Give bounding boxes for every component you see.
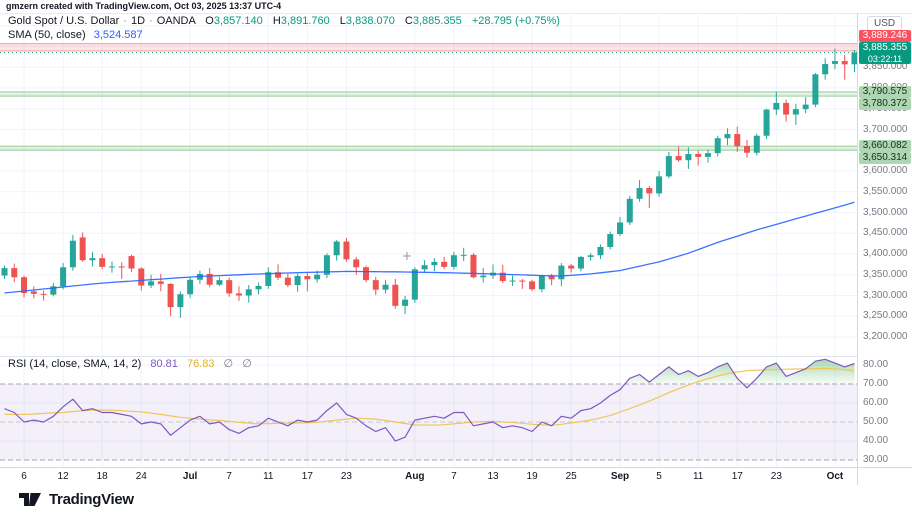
price-tick-label: 3,400.000 <box>863 248 908 259</box>
time-tick-label: 23 <box>340 471 352 482</box>
sma-line <box>4 201 855 294</box>
rsi-line <box>4 358 855 442</box>
time-tick-label: 17 <box>731 471 743 482</box>
time-tick-label: 13 <box>487 471 499 482</box>
price-tick-label: 3,350.000 <box>863 268 908 280</box>
sma-legend-row: SMA (50, close) 3,524.587 <box>8 29 560 41</box>
price-tick-label: 3,550.000 <box>863 185 908 197</box>
symbol-title[interactable]: Gold Spot / U.S. Dollar <box>8 15 120 27</box>
time-tick-label: Aug <box>405 471 425 482</box>
time-tick-label: 6 <box>21 471 27 482</box>
rsi-legend: RSI (14, close, SMA, 14, 2) 80.81 76.83 … <box>8 358 252 370</box>
rsi-band-value: ∅ <box>242 358 252 370</box>
rsi-ma-value: 76.83 <box>186 358 215 370</box>
time-tick-label: 25 <box>565 471 577 482</box>
change-value: +28.795 (+0.75%) <box>471 15 560 27</box>
open-label: O <box>205 15 214 27</box>
rsi-tick-label: 70.00 <box>863 378 889 389</box>
price-tick-label: 3,500.000 <box>863 206 908 218</box>
rsi-tick-label: 60.00 <box>863 397 889 408</box>
rsi-params: (14, close, SMA, 14, 2) <box>29 358 142 370</box>
rsi-band-value: ∅ <box>223 358 234 370</box>
time-tick-label: 11 <box>692 471 704 482</box>
chart-frame-divider <box>0 13 912 14</box>
crosshair-marker <box>403 252 411 260</box>
price-label-resistance: 3,889.246 <box>859 29 911 42</box>
rsi-tick-label: 50.00 <box>863 416 889 427</box>
rsi-tick-label: 80.00 <box>863 359 889 370</box>
main-grid <box>0 13 857 356</box>
rsi-tick-label: 30.00 <box>863 454 889 465</box>
price-label-support: 3,650.314 <box>859 152 911 165</box>
sma-label[interactable]: SMA (50, close) <box>8 29 86 41</box>
sma-value: 3,524.587 <box>93 29 143 41</box>
close-label: C <box>404 15 413 27</box>
symbol-legend: Gold Spot / U.S. Dollar · 1D · OANDA O3,857.… <box>8 15 560 43</box>
price-label-current: 3,885.355 03:22:11 <box>859 41 911 64</box>
attribution-bar: gmzern created with TradingView.com, Oct… <box>0 0 912 13</box>
price-label-support: 3,660.082 <box>859 140 911 153</box>
time-tick-label: 12 <box>57 471 69 482</box>
rsi-overbought-fill <box>4 359 855 384</box>
interval-label[interactable]: 1D <box>130 15 146 27</box>
price-axis[interactable]: USD 3,850.0003,800.0003,750.0003,700.000… <box>857 13 912 467</box>
candles <box>1 48 857 318</box>
attribution-text: gmzern created with TradingView.com, Oct… <box>6 1 282 11</box>
price-tick-label: 3,250.000 <box>863 310 908 322</box>
price-tick-label: 3,300.000 <box>863 289 908 301</box>
time-tick-label: Jul <box>182 471 198 482</box>
price-axis-unit[interactable]: USD <box>867 16 903 31</box>
low-label: L <box>339 15 346 27</box>
time-tick-label: 7 <box>226 471 232 482</box>
bar-countdown-text: 03:22:11 <box>867 53 903 64</box>
rsi-pane[interactable] <box>0 356 857 467</box>
price-tick-label: 3,700.000 <box>863 123 908 135</box>
price-label-support: 3,790.575 <box>859 85 911 98</box>
low-value: 3,838.070 <box>345 15 395 27</box>
high-label: H <box>272 15 281 27</box>
rsi-name[interactable]: RSI <box>8 358 27 370</box>
time-axis[interactable]: 6 12 18 24 Jul 7 11 17 23 Aug 7 13 19 25 Sep 5 11 17 23 Oct <box>0 467 857 485</box>
rsi-ma-line <box>4 367 855 426</box>
time-tick-label: 19 <box>526 471 538 482</box>
axis-corner <box>857 467 912 485</box>
time-tick-label: 5 <box>656 471 662 482</box>
price-tick-label: 3,850.000 <box>863 61 908 73</box>
time-tick-label: 11 <box>263 471 274 482</box>
main-chart-pane[interactable] <box>0 13 857 356</box>
price-label-support: 3,780.372 <box>859 97 911 110</box>
separator: · <box>123 15 127 27</box>
time-tick-label: 24 <box>135 471 147 482</box>
footer-bar: TradingView <box>0 485 912 513</box>
open-value: 3,857.140 <box>213 15 263 27</box>
symbol-legend-row: Gold Spot / U.S. Dollar · 1D · OANDA O3,857.… <box>8 15 560 27</box>
price-tick-label: 3,600.000 <box>863 165 908 176</box>
price-tick-label: 3,200.000 <box>863 331 908 342</box>
price-tick-label: 3,450.000 <box>863 227 908 239</box>
time-tick-label: 23 <box>770 471 782 482</box>
time-tick-label: 17 <box>301 471 313 482</box>
rsi-value: 80.81 <box>150 358 178 370</box>
tradingview-logo-icon <box>19 492 41 506</box>
time-tick-label: 18 <box>96 471 108 482</box>
rsi-tick-label: 40.00 <box>863 435 889 446</box>
support-resistance-zones[interactable] <box>0 43 857 151</box>
time-tick-label: 7 <box>451 471 457 482</box>
separator: · <box>149 15 153 27</box>
tradingview-brand-text: TradingView <box>49 490 134 508</box>
time-tick-label: Sep <box>610 471 630 482</box>
close-value: 3,885.355 <box>412 15 462 27</box>
exchange-label[interactable]: OANDA <box>156 15 196 27</box>
high-value: 3,891.760 <box>280 15 330 27</box>
time-tick-label: Oct <box>826 471 844 482</box>
current-price-text: 3,885.355 <box>862 41 908 53</box>
